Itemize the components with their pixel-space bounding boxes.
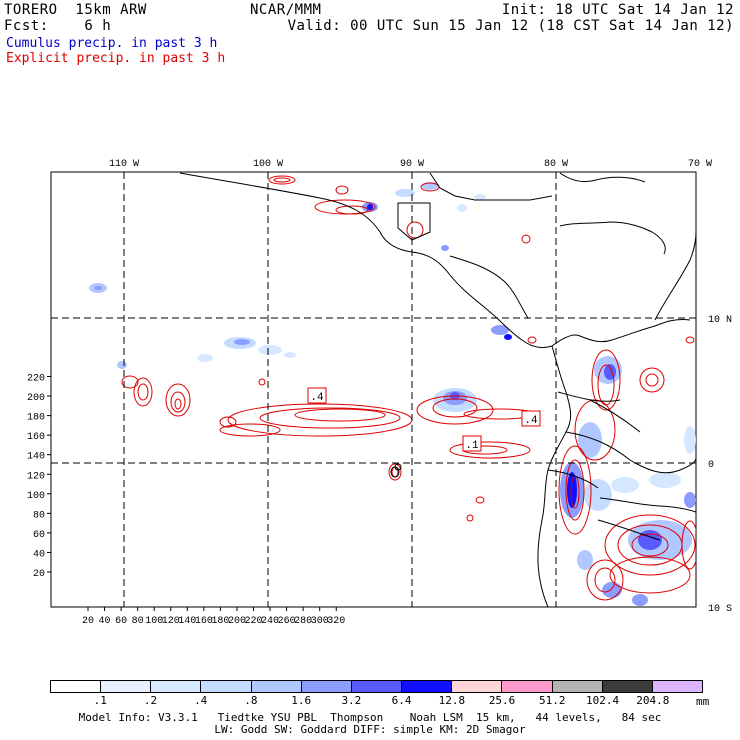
colorbar-label: 204.8 <box>636 694 670 707</box>
colorbar-swatch <box>251 681 302 692</box>
legend-cumulus: Cumulus precip. in past 3 h <box>6 36 218 51</box>
map-frame <box>50 171 697 608</box>
model-info-line1: Model Info: V3.3.1 Tiedtke YSU PBL Thomp… <box>78 711 662 724</box>
colorbar-swatch <box>402 681 453 692</box>
x-tick-label: 100 <box>145 616 163 627</box>
legend-explicit: Explicit precip. in past 3 h <box>6 51 226 66</box>
x-tick-label: 240 <box>261 616 279 627</box>
y-tick-label: 160 <box>27 432 45 443</box>
colorbar-label: 6.4 <box>391 694 412 707</box>
y-tick-label: 100 <box>27 491 45 502</box>
colorbar-label: 51.2 <box>539 694 566 707</box>
colorbar-label: 102.4 <box>585 694 620 707</box>
lat-lon-grid <box>51 172 696 607</box>
coastlines <box>179 172 696 607</box>
init-time: Init: 18 UTC Sat 14 Jan 12 <box>501 2 734 18</box>
x-tick-label: 20 <box>82 616 94 627</box>
lon-label: 110 W <box>109 159 139 170</box>
lon-label: 80 W <box>544 159 568 170</box>
colorbar-label: .1 <box>93 694 107 707</box>
colorbar-swatch <box>101 681 152 692</box>
x-tick-label: 160 <box>195 616 213 627</box>
colorbar-label: 3.2 <box>341 694 362 707</box>
x-tick-label: 60 <box>115 616 127 627</box>
x-tick-label: 220 <box>244 616 262 627</box>
colorbar-label: .8 <box>244 694 258 707</box>
y-tick-label: 140 <box>27 452 45 463</box>
x-tick-label: 280 <box>294 616 312 627</box>
colorbar-swatch <box>301 681 352 692</box>
center-name: NCAR/MMM <box>250 2 322 18</box>
colorbar-swatch <box>552 681 603 692</box>
x-tick-label: 320 <box>327 616 345 627</box>
colorbar-swatch <box>452 681 503 692</box>
x-tick-label: 260 <box>278 616 296 627</box>
x-tick-label: 140 <box>178 616 196 627</box>
colorbar-labels: .1 .2 .4 .8 1.6 3.2 6.4 12.8 25.6 51.2 102.4 204.8 <box>0 694 740 708</box>
lat-label: 10 N <box>708 315 732 326</box>
y-tick-label: 40 <box>33 549 45 560</box>
colorbar-label: 25.6 <box>488 694 516 707</box>
colorbar-label: 12.8 <box>438 694 466 707</box>
lat-label: 10 S <box>708 604 732 615</box>
y-tick-label: 60 <box>33 530 45 541</box>
colorbar-swatch <box>652 681 703 692</box>
y-tick-label: 20 <box>33 569 45 580</box>
x-tick-label: 80 <box>132 616 144 627</box>
model-info-line2: LW: Godd SW: Goddard DIFF: simple KM: 2D… <box>214 723 526 736</box>
colorbar-label: 1.6 <box>291 694 312 707</box>
lon-label: 90 W <box>400 159 424 170</box>
explicit-precip-contours <box>121 175 696 601</box>
y-tick-label: 220 <box>27 374 45 385</box>
colorbar-swatch <box>51 681 102 692</box>
colorbar-label: .4 <box>194 694 208 707</box>
model-title: TORERO 15km ARW <box>4 2 147 18</box>
colorbar-swatch <box>502 681 553 692</box>
forecast-hour: Fcst: 6 h <box>4 18 112 34</box>
contour-label: .4 <box>524 415 538 427</box>
y-tick-label: 120 <box>27 471 45 482</box>
contour-label-boxes <box>307 387 541 452</box>
contour-label: .1 <box>465 440 479 452</box>
lon-label: 70 W <box>688 159 712 170</box>
lon-label: 100 W <box>253 159 283 170</box>
x-tick-label: 180 <box>211 616 229 627</box>
lat-label: 0 <box>708 460 714 471</box>
colorbar-swatch <box>351 681 403 692</box>
colorbar-label: .2 <box>143 694 158 707</box>
x-tick-label: 200 <box>228 616 246 627</box>
colorbar-swatch <box>201 681 252 692</box>
x-tick-label: 300 <box>311 616 329 627</box>
colorbar-swatch <box>602 681 653 692</box>
y-tick-label: 180 <box>27 413 45 424</box>
valid-time: Valid: 00 UTC Sun 15 Jan 12 (18 CST Sat … <box>287 18 734 34</box>
y-tick-label: 200 <box>27 393 45 404</box>
colorbar-unit: mm <box>696 695 710 708</box>
colorbar <box>50 680 703 693</box>
x-tick-label: 120 <box>162 616 180 627</box>
contour-label: .4 <box>310 392 324 404</box>
y-tick-label: 80 <box>33 510 45 521</box>
colorbar-swatch <box>151 681 202 692</box>
x-tick-label: 40 <box>99 616 111 627</box>
